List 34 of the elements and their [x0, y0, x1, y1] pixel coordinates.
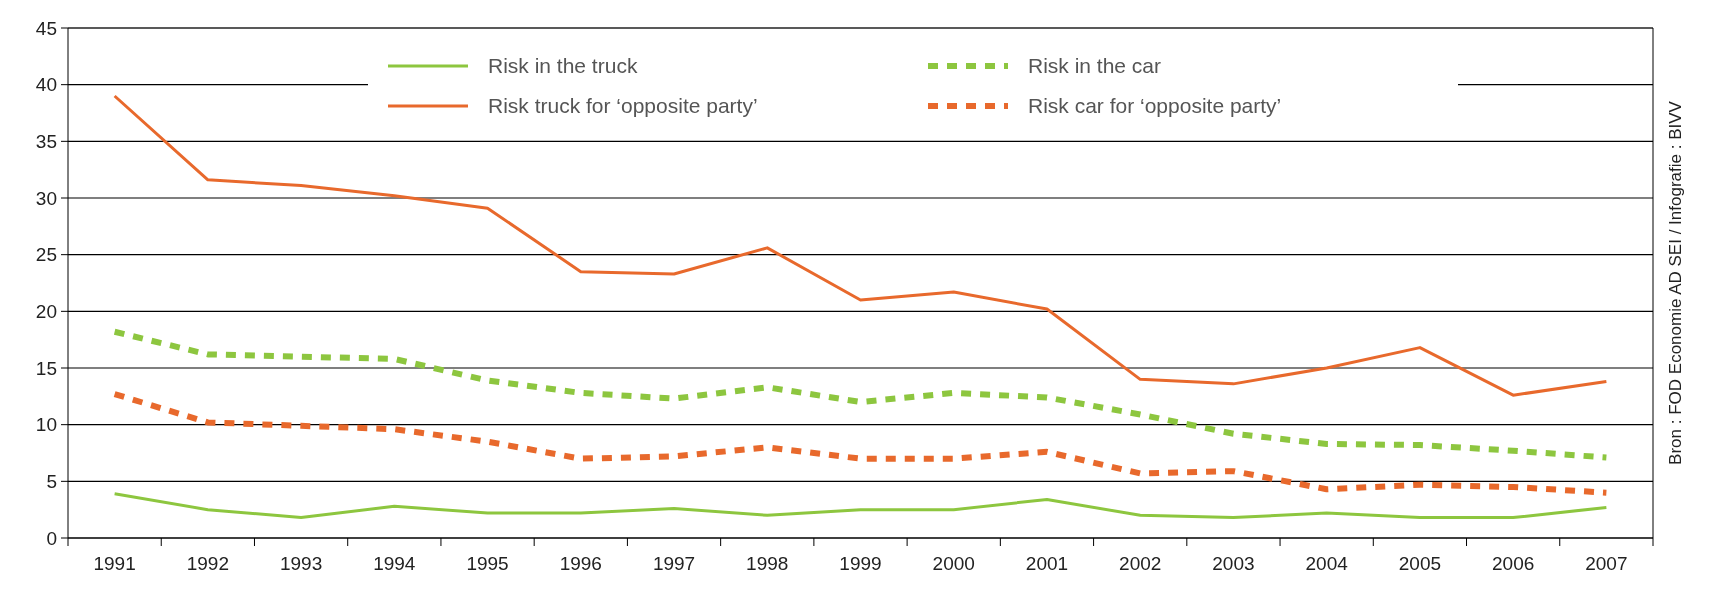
x-tick-label: 2007	[1585, 553, 1628, 574]
x-tick-label: 1997	[652, 553, 696, 574]
x-tick-label: 2004	[1305, 553, 1349, 574]
x-tick-label: 2003	[1212, 553, 1255, 574]
y-tick-label: 10	[35, 414, 57, 436]
x-tick-label: 1999	[839, 553, 882, 574]
x-tick-label: 2005	[1398, 553, 1442, 574]
x-tick-label: 2001	[1025, 553, 1069, 574]
y-tick-label: 15	[35, 357, 57, 379]
y-tick-label: 5	[46, 470, 57, 492]
legend-label: Risk in the truck	[488, 54, 638, 78]
legend-label: Risk car for ‘opposite party’	[1028, 94, 1282, 118]
x-tick-label: 1993	[279, 553, 323, 574]
x-tick-label: 2000	[932, 553, 975, 574]
x-tick-label: 1994	[373, 553, 416, 574]
line-series	[113, 94, 1608, 397]
x-tick-label: 1992	[186, 553, 229, 574]
y-tick-label: 20	[35, 300, 57, 322]
y-tick-label: 40	[35, 74, 57, 96]
y-tick-label: 30	[35, 187, 57, 209]
x-tick-label: 2006	[1492, 553, 1535, 574]
x-tick-label: 1998	[746, 553, 789, 574]
line-series	[113, 492, 1608, 520]
y-tick-label: 45	[35, 17, 57, 39]
y-tick-label: 0	[46, 527, 57, 549]
y-tick-label: 25	[35, 244, 57, 266]
x-tick-label: 1995	[466, 553, 509, 574]
x-tick-label: 1991	[93, 553, 136, 574]
text: Bron : FOD Economie AD SEI / Infografie : BIVV	[1665, 100, 1685, 465]
legend-label: Risk in the car	[1028, 54, 1162, 78]
x-tick-label: 2002	[1119, 553, 1162, 574]
legend-label: Risk truck for ‘opposite party’	[488, 94, 758, 118]
y-tick-label: 35	[35, 130, 57, 152]
x-tick-label: 1996	[559, 553, 602, 574]
